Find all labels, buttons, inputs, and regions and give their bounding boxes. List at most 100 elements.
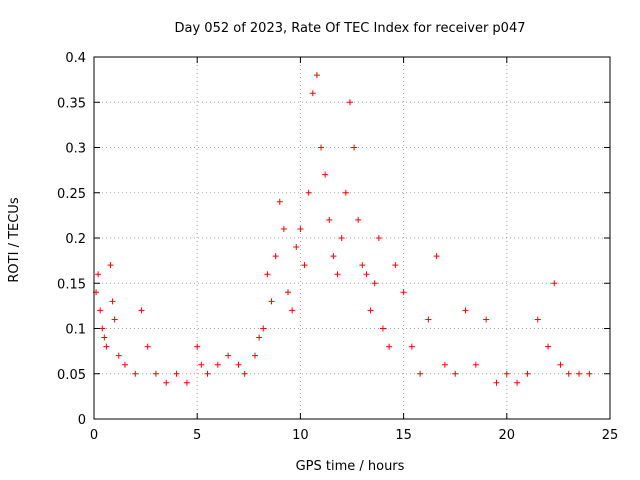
data-point [363, 271, 370, 278]
data-point [452, 370, 459, 377]
y-tick-label: 0.35 [57, 96, 86, 111]
x-tick-label: 5 [193, 428, 201, 443]
data-point [483, 316, 490, 323]
data-point [99, 325, 106, 332]
x-tick-label: 10 [292, 428, 309, 443]
data-point [95, 271, 102, 278]
data-point [132, 370, 139, 377]
y-tick-label: 0.1 [65, 323, 86, 338]
data-point [534, 316, 541, 323]
data-point [198, 361, 205, 368]
y-axis-ticks: 0 0.05 0.1 0.15 0.2 0.25 0.3 0.35 0.4 [57, 51, 610, 428]
data-point [346, 99, 353, 106]
y-tick-label: 0.05 [57, 368, 86, 383]
data-point [121, 361, 128, 368]
y-tick-label: 0.25 [57, 187, 86, 202]
y-axis-label: ROTI / TECUs [7, 197, 22, 282]
data-point [305, 189, 312, 196]
data-point [342, 189, 349, 196]
data-point [375, 235, 382, 241]
y-tick-label: 0.4 [65, 51, 86, 66]
data-point [309, 90, 316, 97]
data-point [301, 262, 308, 269]
data-point [109, 298, 116, 305]
data-point [241, 370, 248, 377]
data-point [503, 370, 510, 377]
data-points [93, 72, 593, 386]
data-point [322, 171, 329, 178]
data-point [285, 289, 292, 296]
data-point [576, 370, 583, 377]
x-tick-label: 15 [395, 428, 412, 443]
data-point [433, 253, 440, 260]
data-point [462, 307, 469, 314]
data-point [367, 307, 374, 314]
x-axis-ticks: 0 5 10 15 20 25 [90, 57, 618, 443]
data-point [204, 370, 211, 377]
data-point [392, 262, 399, 269]
data-point [144, 343, 151, 350]
data-point [524, 370, 531, 377]
grid-lines [94, 57, 610, 419]
data-point [280, 225, 287, 232]
data-point [115, 352, 122, 359]
data-point [379, 325, 386, 332]
data-point [425, 316, 432, 323]
data-point [97, 307, 104, 314]
y-tick-label: 0.2 [65, 232, 86, 247]
data-point [359, 262, 366, 269]
data-point [173, 370, 180, 377]
data-point [276, 198, 283, 205]
data-point [557, 361, 564, 368]
data-point [297, 225, 304, 232]
data-point [268, 298, 275, 305]
data-point [355, 216, 362, 223]
data-point [472, 361, 479, 368]
y-tick-label: 0.3 [65, 142, 86, 157]
data-point [586, 370, 593, 377]
y-tick-label: 0 [78, 413, 86, 428]
data-point [326, 216, 333, 223]
data-point [152, 370, 159, 377]
data-point [545, 343, 552, 350]
data-point [251, 352, 258, 359]
data-point [386, 343, 393, 350]
data-point [351, 144, 358, 151]
chart-title: Day 052 of 2023, Rate Of TEC Index for r… [175, 21, 526, 36]
data-point [565, 370, 572, 377]
data-point [260, 325, 267, 332]
data-point [264, 271, 271, 278]
data-point [107, 262, 114, 269]
x-tick-label: 20 [499, 428, 516, 443]
plot-frame [93, 56, 611, 420]
data-point [163, 379, 170, 386]
data-point [318, 144, 325, 151]
data-point [330, 253, 337, 260]
data-point [256, 334, 263, 341]
data-point [417, 370, 424, 377]
data-point [235, 361, 242, 368]
data-point [289, 307, 296, 314]
data-point [293, 244, 300, 251]
x-tick-label: 25 [602, 428, 619, 443]
x-axis-label: GPS time / hours [296, 459, 405, 474]
x-tick-label: 0 [90, 428, 98, 443]
data-point [514, 379, 521, 386]
data-point [400, 289, 407, 296]
data-point [225, 352, 232, 359]
data-point [441, 361, 448, 368]
data-point [371, 280, 378, 287]
data-point [214, 361, 221, 368]
data-point [408, 343, 415, 350]
data-point [338, 235, 345, 241]
data-point [103, 343, 110, 350]
data-point [551, 280, 558, 287]
data-point [334, 271, 341, 278]
data-point [183, 379, 190, 386]
data-point [272, 253, 279, 260]
data-point [493, 379, 500, 386]
data-point [313, 72, 320, 79]
data-point [194, 343, 201, 350]
data-point [111, 316, 118, 323]
